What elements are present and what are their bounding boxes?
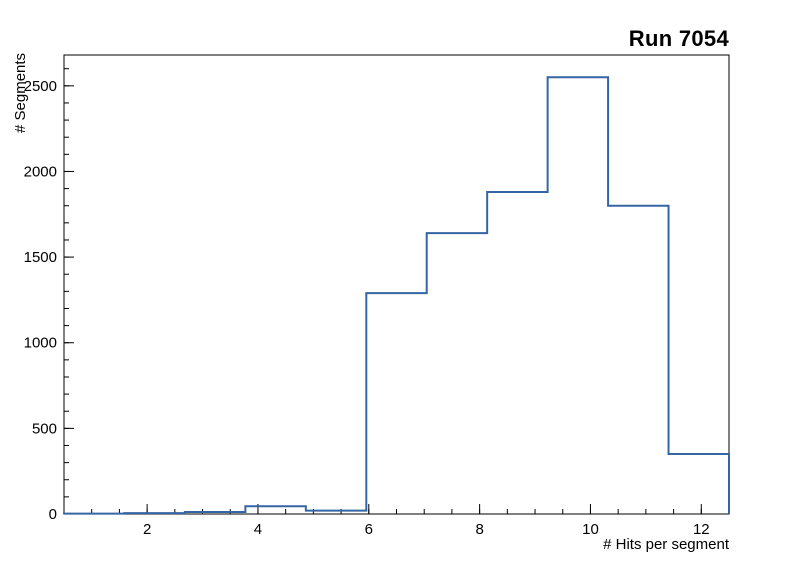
y-tick-label: 2000 xyxy=(24,163,57,180)
y-tick-label: 2500 xyxy=(24,78,57,95)
x-tick-label: 8 xyxy=(475,521,483,538)
y-tick-label: 1000 xyxy=(24,335,57,352)
x-tick-label: 2 xyxy=(143,521,151,538)
plot-frame xyxy=(63,54,730,515)
y-axis-title: # Segments xyxy=(12,52,29,133)
plot-title: Run 7054 xyxy=(628,26,729,51)
x-axis-title: # Hits per segment xyxy=(603,536,729,553)
x-tick-label: 12 xyxy=(693,521,710,538)
histogram-line xyxy=(63,76,730,515)
x-tick-label: 4 xyxy=(254,521,262,538)
y-tick-label: 0 xyxy=(49,506,57,523)
x-tick-label: 6 xyxy=(365,521,373,538)
y-tick-label: 1500 xyxy=(24,249,57,266)
x-tick-label: 10 xyxy=(582,521,599,538)
y-tick-label: 500 xyxy=(32,420,57,437)
